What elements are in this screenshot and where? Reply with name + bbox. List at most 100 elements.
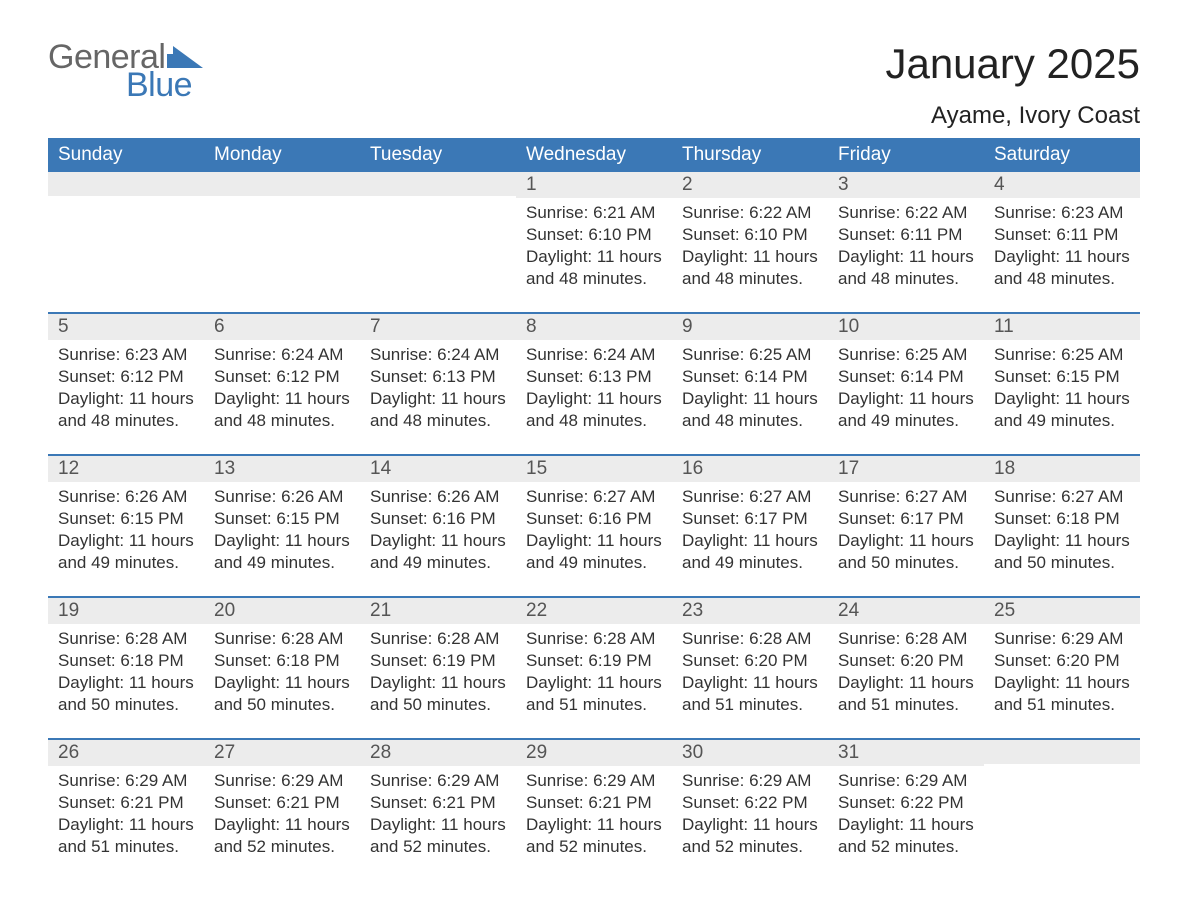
sunset-line: Sunset: 6:13 PM (370, 366, 506, 388)
sunrise-line: Sunrise: 6:26 AM (214, 486, 350, 508)
calendar-day: 15Sunrise: 6:27 AMSunset: 6:16 PMDayligh… (516, 456, 672, 596)
day-number: 30 (672, 740, 828, 766)
calendar-day: 4Sunrise: 6:23 AMSunset: 6:11 PMDaylight… (984, 172, 1140, 312)
day-body: Sunrise: 6:27 AMSunset: 6:16 PMDaylight:… (516, 482, 672, 574)
day-number: 25 (984, 598, 1140, 624)
sunrise-line: Sunrise: 6:22 AM (682, 202, 818, 224)
calendar-day: 25Sunrise: 6:29 AMSunset: 6:20 PMDayligh… (984, 598, 1140, 738)
day-number: 8 (516, 314, 672, 340)
sunset-line: Sunset: 6:20 PM (838, 650, 974, 672)
daylight-line: Daylight: 11 hours and 50 minutes. (994, 530, 1130, 574)
logo: General Blue (48, 40, 203, 102)
weeks-container: 1Sunrise: 6:21 AMSunset: 6:10 PMDaylight… (48, 172, 1140, 880)
day-number: 15 (516, 456, 672, 482)
day-number: 20 (204, 598, 360, 624)
daylight-line: Daylight: 11 hours and 48 minutes. (58, 388, 194, 432)
daylight-line: Daylight: 11 hours and 48 minutes. (526, 246, 662, 290)
sunrise-line: Sunrise: 6:24 AM (214, 344, 350, 366)
day-body: Sunrise: 6:28 AMSunset: 6:18 PMDaylight:… (48, 624, 204, 716)
day-body: Sunrise: 6:22 AMSunset: 6:11 PMDaylight:… (828, 198, 984, 290)
calendar-day: 19Sunrise: 6:28 AMSunset: 6:18 PMDayligh… (48, 598, 204, 738)
sunset-line: Sunset: 6:20 PM (682, 650, 818, 672)
sunrise-line: Sunrise: 6:24 AM (370, 344, 506, 366)
daylight-line: Daylight: 11 hours and 52 minutes. (526, 814, 662, 858)
daylight-line: Daylight: 11 hours and 48 minutes. (214, 388, 350, 432)
sunset-line: Sunset: 6:16 PM (526, 508, 662, 530)
day-body: Sunrise: 6:25 AMSunset: 6:15 PMDaylight:… (984, 340, 1140, 432)
day-body: Sunrise: 6:27 AMSunset: 6:17 PMDaylight:… (828, 482, 984, 574)
sunset-line: Sunset: 6:20 PM (994, 650, 1130, 672)
calendar-day: 26Sunrise: 6:29 AMSunset: 6:21 PMDayligh… (48, 740, 204, 880)
calendar-day (48, 172, 204, 312)
daylight-line: Daylight: 11 hours and 51 minutes. (682, 672, 818, 716)
day-body: Sunrise: 6:24 AMSunset: 6:12 PMDaylight:… (204, 340, 360, 432)
day-body: Sunrise: 6:26 AMSunset: 6:15 PMDaylight:… (48, 482, 204, 574)
sunset-line: Sunset: 6:22 PM (682, 792, 818, 814)
daylight-line: Daylight: 11 hours and 49 minutes. (994, 388, 1130, 432)
calendar-day: 13Sunrise: 6:26 AMSunset: 6:15 PMDayligh… (204, 456, 360, 596)
sunset-line: Sunset: 6:18 PM (994, 508, 1130, 530)
day-number: 23 (672, 598, 828, 624)
sunset-line: Sunset: 6:15 PM (58, 508, 194, 530)
calendar-day: 5Sunrise: 6:23 AMSunset: 6:12 PMDaylight… (48, 314, 204, 454)
daylight-line: Daylight: 11 hours and 51 minutes. (994, 672, 1130, 716)
sunrise-line: Sunrise: 6:26 AM (58, 486, 194, 508)
daylight-line: Daylight: 11 hours and 51 minutes. (526, 672, 662, 716)
calendar-day: 3Sunrise: 6:22 AMSunset: 6:11 PMDaylight… (828, 172, 984, 312)
day-number: 1 (516, 172, 672, 198)
calendar-day: 31Sunrise: 6:29 AMSunset: 6:22 PMDayligh… (828, 740, 984, 880)
sunrise-line: Sunrise: 6:23 AM (58, 344, 194, 366)
day-number: 7 (360, 314, 516, 340)
calendar-day: 1Sunrise: 6:21 AMSunset: 6:10 PMDaylight… (516, 172, 672, 312)
sunrise-line: Sunrise: 6:23 AM (994, 202, 1130, 224)
day-body: Sunrise: 6:29 AMSunset: 6:21 PMDaylight:… (516, 766, 672, 858)
day-body: Sunrise: 6:29 AMSunset: 6:22 PMDaylight:… (672, 766, 828, 858)
day-number: 5 (48, 314, 204, 340)
day-body: Sunrise: 6:26 AMSunset: 6:15 PMDaylight:… (204, 482, 360, 574)
sunset-line: Sunset: 6:16 PM (370, 508, 506, 530)
daylight-line: Daylight: 11 hours and 50 minutes. (214, 672, 350, 716)
calendar-day: 22Sunrise: 6:28 AMSunset: 6:19 PMDayligh… (516, 598, 672, 738)
daylight-line: Daylight: 11 hours and 48 minutes. (682, 246, 818, 290)
day-number: 9 (672, 314, 828, 340)
calendar-day: 11Sunrise: 6:25 AMSunset: 6:15 PMDayligh… (984, 314, 1140, 454)
weekday-header-row: Sunday Monday Tuesday Wednesday Thursday… (48, 138, 1140, 172)
sunrise-line: Sunrise: 6:21 AM (526, 202, 662, 224)
day-body: Sunrise: 6:23 AMSunset: 6:12 PMDaylight:… (48, 340, 204, 432)
day-number (48, 172, 204, 196)
day-number (360, 172, 516, 196)
sunrise-line: Sunrise: 6:27 AM (682, 486, 818, 508)
day-body: Sunrise: 6:29 AMSunset: 6:21 PMDaylight:… (48, 766, 204, 858)
title-block: January 2025 Ayame, Ivory Coast (885, 40, 1140, 130)
day-number: 11 (984, 314, 1140, 340)
sunrise-line: Sunrise: 6:29 AM (214, 770, 350, 792)
sunset-line: Sunset: 6:11 PM (838, 224, 974, 246)
day-body: Sunrise: 6:21 AMSunset: 6:10 PMDaylight:… (516, 198, 672, 290)
day-number: 4 (984, 172, 1140, 198)
calendar-day: 20Sunrise: 6:28 AMSunset: 6:18 PMDayligh… (204, 598, 360, 738)
sunrise-line: Sunrise: 6:26 AM (370, 486, 506, 508)
day-body: Sunrise: 6:26 AMSunset: 6:16 PMDaylight:… (360, 482, 516, 574)
day-number (984, 740, 1140, 764)
day-number: 14 (360, 456, 516, 482)
sunrise-line: Sunrise: 6:29 AM (838, 770, 974, 792)
sunset-line: Sunset: 6:21 PM (214, 792, 350, 814)
calendar-day: 18Sunrise: 6:27 AMSunset: 6:18 PMDayligh… (984, 456, 1140, 596)
sunrise-line: Sunrise: 6:28 AM (370, 628, 506, 650)
calendar-day: 29Sunrise: 6:29 AMSunset: 6:21 PMDayligh… (516, 740, 672, 880)
daylight-line: Daylight: 11 hours and 49 minutes. (58, 530, 194, 574)
weekday-header: Saturday (984, 138, 1140, 172)
calendar-day (204, 172, 360, 312)
calendar-day: 12Sunrise: 6:26 AMSunset: 6:15 PMDayligh… (48, 456, 204, 596)
sunset-line: Sunset: 6:21 PM (370, 792, 506, 814)
sunrise-line: Sunrise: 6:28 AM (58, 628, 194, 650)
day-number: 18 (984, 456, 1140, 482)
sunrise-line: Sunrise: 6:28 AM (838, 628, 974, 650)
calendar-day: 27Sunrise: 6:29 AMSunset: 6:21 PMDayligh… (204, 740, 360, 880)
day-number: 24 (828, 598, 984, 624)
daylight-line: Daylight: 11 hours and 49 minutes. (370, 530, 506, 574)
daylight-line: Daylight: 11 hours and 51 minutes. (58, 814, 194, 858)
sunset-line: Sunset: 6:18 PM (214, 650, 350, 672)
sunrise-line: Sunrise: 6:25 AM (838, 344, 974, 366)
weekday-header: Friday (828, 138, 984, 172)
